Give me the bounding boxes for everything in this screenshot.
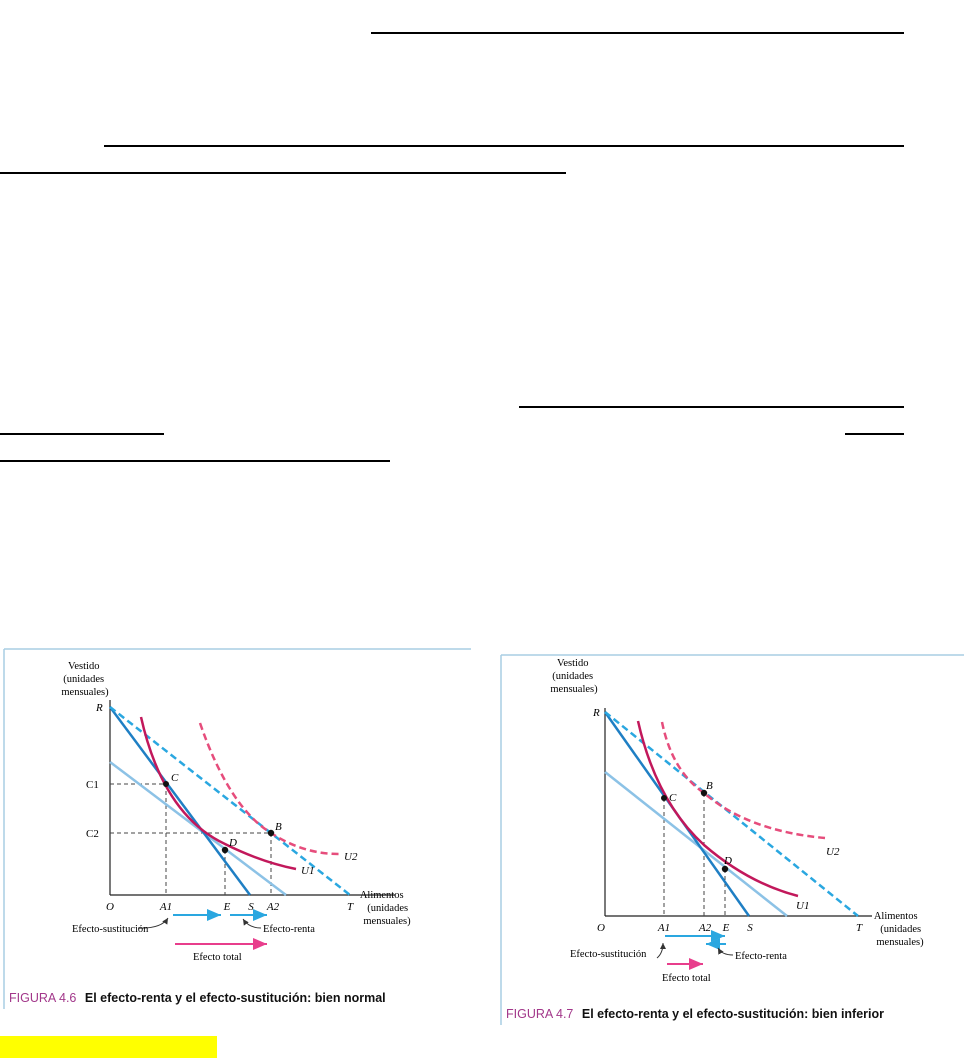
label-b: B <box>706 780 713 792</box>
caption-text: El efecto-renta y el efecto-sustitución:… <box>84 991 386 1005</box>
x-axis-label-3: mensuales) <box>876 937 924 948</box>
annotation-total: Efecto total <box>662 973 711 984</box>
label-b: B <box>275 821 282 833</box>
highlighted-text-block <box>0 1036 217 1058</box>
pointer-substitution <box>656 942 666 959</box>
figure-4-7: Vestido (unidades mensuales) Alimentos (… <box>500 653 964 1025</box>
rule-line-2 <box>104 145 904 147</box>
tick-r: R <box>95 702 103 714</box>
rule-line-3 <box>0 172 566 174</box>
figure-4-7-graph: Vestido (unidades mensuales) Alimentos (… <box>500 654 964 1025</box>
label-c: C <box>669 792 677 804</box>
y-axis-label-2: (unidades <box>63 674 104 685</box>
x-axis-label-1: Alimentos <box>874 911 918 922</box>
point-b <box>267 829 275 837</box>
tick-s: S <box>747 922 753 934</box>
budget-line-light <box>604 771 788 917</box>
annotation-income: Efecto-renta <box>263 924 315 935</box>
annotation-total: Efecto total <box>193 952 242 963</box>
point-d <box>221 846 229 854</box>
tick-a1: A1 <box>159 901 172 913</box>
caption-number: FIGURA 4.7 <box>506 1007 574 1021</box>
label-u1: U1 <box>301 865 314 877</box>
y-axis-label-3: mensuales) <box>550 684 598 695</box>
label-u2: U2 <box>344 851 358 863</box>
label-d: D <box>723 855 732 867</box>
caption-number: FIGURA 4.6 <box>9 991 77 1005</box>
label-u2: U2 <box>826 846 840 858</box>
curve-u2 <box>198 722 340 856</box>
tick-t: T <box>347 901 354 913</box>
svg-text:Alimentos (unidades: Alimentos (unidades mensuales) <box>874 911 924 948</box>
tick-o: O <box>106 901 114 913</box>
budget-line-rt <box>604 711 859 917</box>
figure-4-7-caption: FIGURA 4.7 El efecto-renta y el efecto-s… <box>500 1007 964 1021</box>
tick-t: T <box>856 922 863 934</box>
figure-4-6: Vestido (unidades mensuales) Alimentos (… <box>3 647 471 1009</box>
y-axis-label-3: mensuales) <box>61 687 109 698</box>
x-axis-label-3: mensuales) <box>363 916 411 927</box>
rule-line-4 <box>519 406 904 408</box>
rule-line-1 <box>371 32 904 34</box>
y-axis-label-1: Vestido <box>557 658 589 669</box>
annotation-substitution: Efecto-sustitución <box>570 949 647 960</box>
y-axis-label-1: Vestido <box>68 661 100 672</box>
label-u1: U1 <box>796 900 809 912</box>
point-c <box>661 795 667 801</box>
curve-u1 <box>636 720 799 898</box>
tick-e: E <box>223 901 231 913</box>
tick-a2: A2 <box>698 922 712 934</box>
caption-text: El efecto-renta y el efecto-sustitución:… <box>581 1007 885 1021</box>
curve-u2 <box>660 721 826 840</box>
tick-c1: C1 <box>86 779 99 791</box>
y-axis-label-2: (unidades <box>552 671 593 682</box>
budget-line-rs <box>108 706 252 896</box>
label-c: C <box>171 772 179 784</box>
pointer-income <box>717 947 734 956</box>
figure-4-6-caption: FIGURA 4.6 El efecto-renta y el efecto-s… <box>3 991 471 1005</box>
tick-c2: C2 <box>86 828 99 840</box>
annotation-income: Efecto-renta <box>735 951 787 962</box>
tick-o: O <box>597 922 605 934</box>
budget-line-light <box>109 761 287 896</box>
point-d <box>721 865 729 873</box>
tick-a1: A1 <box>657 922 670 934</box>
point-b <box>700 789 708 797</box>
tick-r: R <box>592 707 600 719</box>
tick-a2: A2 <box>266 901 280 913</box>
x-axis-label-2: (unidades <box>367 903 408 914</box>
annotation-substitution: Efecto-sustitución <box>72 924 149 935</box>
tick-e: E <box>722 922 730 934</box>
curve-u1 <box>139 716 297 871</box>
rule-line-5 <box>0 433 164 435</box>
point-c <box>163 781 169 787</box>
x-axis-label-1: Alimentos <box>360 890 404 901</box>
svg-text:Vestido (unidades: Vestido (unidades mensuales) <box>550 658 598 695</box>
tick-s: S <box>248 901 254 913</box>
x-axis-label-2: (unidades <box>880 924 921 935</box>
budget-line-rt <box>109 706 351 896</box>
pointer-substitution <box>137 917 169 929</box>
figure-4-6-graph: Vestido (unidades mensuales) Alimentos (… <box>3 648 471 1009</box>
svg-text:Alimentos (unidades: Alimentos (unidades mensuales) <box>360 890 411 927</box>
pointer-income <box>242 918 262 929</box>
label-d: D <box>228 837 237 849</box>
svg-text:Vestido (unidades: Vestido (unidades mensuales) <box>61 661 109 698</box>
rule-line-7 <box>0 460 390 462</box>
rule-line-6 <box>845 433 904 435</box>
